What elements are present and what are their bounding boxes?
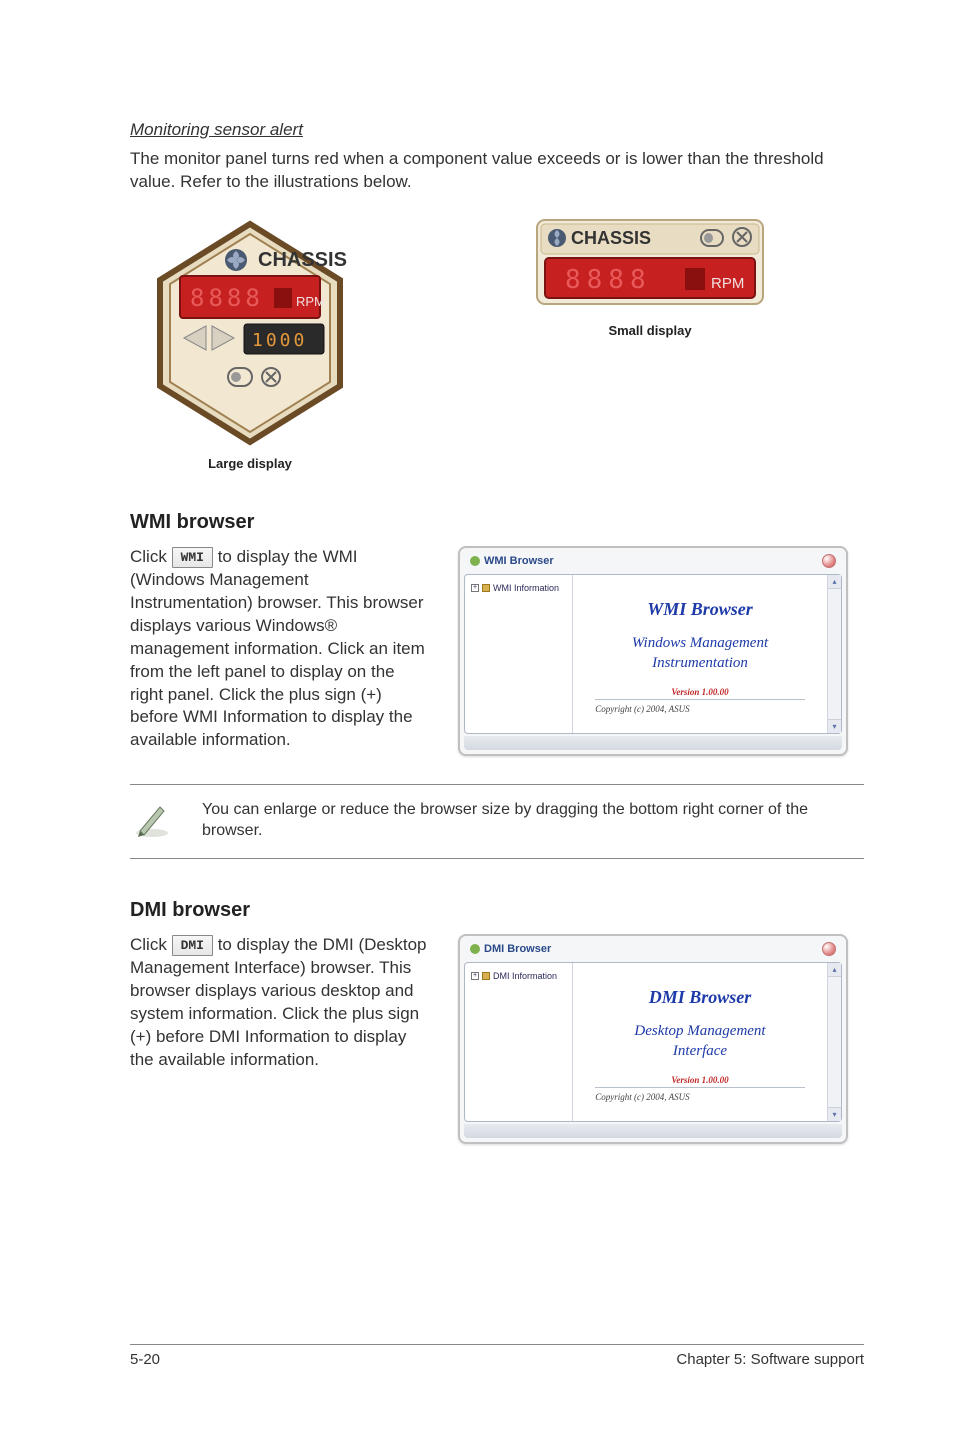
folder-icon [482, 972, 490, 980]
dmi-window-title: DMI Browser [484, 943, 551, 955]
monitor-alert-heading: Monitoring sensor alert [130, 120, 864, 140]
wmi-tree-label: WMI Information [493, 583, 559, 593]
page-footer: 5-20 Chapter 5: Software support [130, 1344, 864, 1368]
folder-icon [482, 584, 490, 592]
wmi-tree-panel: + WMI Information [465, 575, 573, 733]
chapter-label: Chapter 5: Software support [676, 1351, 864, 1368]
large-display-figure: CHASSIS 8888 RPM 1000 [130, 218, 370, 471]
svg-text:1000: 1000 [252, 330, 307, 351]
expand-icon[interactable]: + [471, 584, 479, 592]
dmi-titlebar: DMI Browser [464, 940, 842, 962]
wmi-paragraph: Click WMI to display the WMI (Windows Ma… [130, 546, 430, 752]
expand-icon[interactable]: + [471, 972, 479, 980]
scroll-track[interactable] [828, 977, 841, 1107]
wmi-content-panel: WMI Browser Windows Management Instrumen… [573, 575, 827, 733]
svg-text:RPM: RPM [711, 275, 744, 292]
dmi-button[interactable]: DMI [172, 935, 213, 957]
wmi-titlebar: WMI Browser [464, 552, 842, 574]
small-display-figure: CHASSIS 8888 RPM Small display [510, 218, 790, 471]
dmi-tree-item[interactable]: + DMI Information [471, 971, 566, 981]
dmi-version: Version 1.00.00 [671, 1075, 728, 1085]
wmi-version: Version 1.00.00 [671, 687, 728, 697]
wmi-window-title: WMI Browser [484, 555, 554, 567]
dmi-content-sub: Desktop Management Interface [634, 1022, 765, 1061]
note-text: You can enlarge or reduce the browser si… [202, 799, 864, 842]
dmi-section: Click DMI to display the DMI (Desktop Ma… [130, 934, 864, 1144]
figures-row: CHASSIS 8888 RPM 1000 [130, 218, 864, 471]
svg-text:8888: 8888 [565, 265, 652, 295]
dmi-tree-panel: + DMI Information [465, 963, 573, 1121]
dmi-browser-window: DMI Browser + DMI Information DMI Browse… [458, 934, 848, 1144]
close-icon[interactable] [822, 554, 836, 568]
scroll-up-icon[interactable]: ▴ [828, 963, 841, 977]
dmi-titlebar-icon [470, 944, 480, 954]
wmi-heading: WMI browser [130, 511, 864, 534]
note-box: You can enlarge or reduce the browser si… [130, 784, 864, 859]
chassis-hexagon: CHASSIS 8888 RPM 1000 [150, 218, 350, 448]
close-icon[interactable] [822, 942, 836, 956]
dmi-content-title: DMI Browser [649, 987, 752, 1008]
svg-text:CHASSIS: CHASSIS [571, 228, 651, 248]
svg-text:RPM: RPM [296, 294, 325, 309]
dmi-content-panel: DMI Browser Desktop Management Interface… [573, 963, 827, 1121]
scrollbar[interactable]: ▴ ▾ [827, 963, 841, 1121]
monitor-alert-paragraph: The monitor panel turns red when a compo… [130, 148, 864, 194]
scroll-down-icon[interactable]: ▾ [828, 1107, 841, 1121]
dmi-heading: DMI browser [130, 899, 864, 922]
scroll-track[interactable] [828, 589, 841, 719]
dmi-copyright: Copyright (c) 2004, ASUS [595, 1092, 804, 1102]
wmi-text-after: to display the WMI (Windows Management I… [130, 547, 425, 750]
scroll-down-icon[interactable]: ▾ [828, 719, 841, 733]
small-display-caption: Small display [510, 323, 790, 338]
scrollbar[interactable]: ▴ ▾ [827, 575, 841, 733]
chassis-label: CHASSIS [258, 249, 347, 271]
wmi-titlebar-icon [470, 556, 480, 566]
wmi-section: Click WMI to display the WMI (Windows Ma… [130, 546, 864, 756]
dmi-resize-handle[interactable] [464, 1124, 842, 1138]
wmi-resize-handle[interactable] [464, 736, 842, 750]
svg-text:8888: 8888 [190, 284, 264, 312]
page-number: 5-20 [130, 1351, 160, 1368]
dmi-paragraph: Click DMI to display the DMI (Desktop Ma… [130, 934, 430, 1072]
wmi-copyright: Copyright (c) 2004, ASUS [595, 704, 804, 714]
wmi-content-sub: Windows Management Instrumentation [632, 634, 768, 673]
note-pen-icon [130, 799, 174, 844]
wmi-content-title: WMI Browser [647, 599, 753, 620]
wmi-tree-item[interactable]: + WMI Information [471, 583, 566, 593]
wmi-browser-window: WMI Browser + WMI Information WMI Browse… [458, 546, 848, 756]
large-display-caption: Large display [130, 456, 370, 471]
scroll-up-icon[interactable]: ▴ [828, 575, 841, 589]
wmi-button[interactable]: WMI [172, 547, 213, 569]
dmi-text-before: Click [130, 935, 172, 954]
wmi-text-before: Click [130, 547, 172, 566]
dmi-tree-label: DMI Information [493, 971, 557, 981]
